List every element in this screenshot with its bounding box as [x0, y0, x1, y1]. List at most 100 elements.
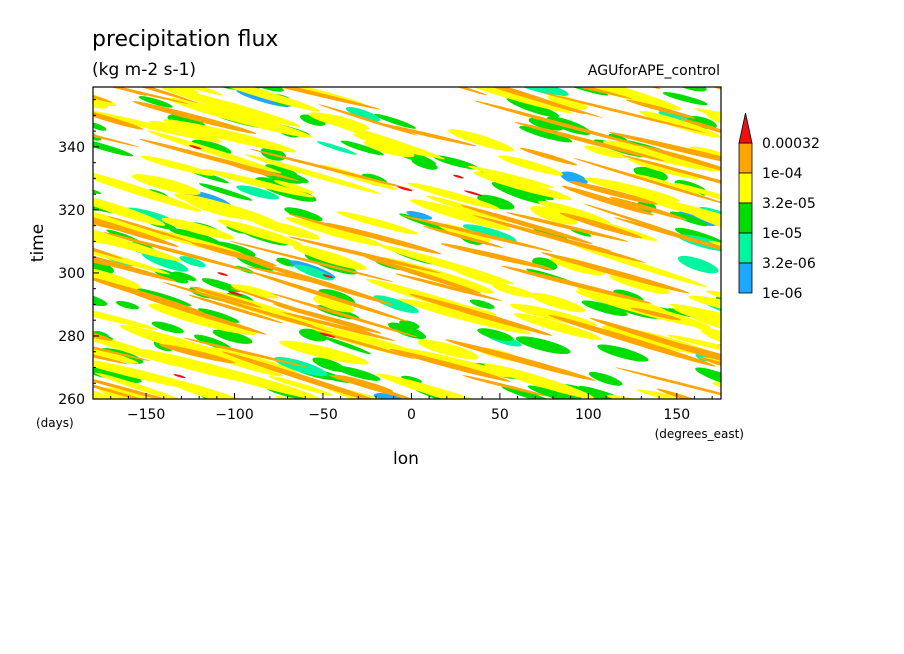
- precip-contour: [93, 215, 151, 253]
- x-tick-label: −100: [215, 407, 253, 423]
- precip-contour: [573, 157, 721, 206]
- precip-contour: [432, 87, 488, 96]
- chart-title: precipitation flux: [92, 27, 278, 52]
- precip-contour: [246, 266, 330, 286]
- precip-contour: [609, 274, 671, 294]
- precip-contour: [173, 374, 186, 379]
- precip-contour: [115, 300, 140, 310]
- precip-contour: [529, 292, 586, 313]
- precip-contour: [626, 99, 696, 119]
- precip-contour: [608, 132, 721, 173]
- precip-contour: [93, 107, 216, 142]
- dataset-name: AGUforAPE_control: [588, 63, 720, 79]
- precip-contour: [217, 219, 303, 247]
- precip-contour: [93, 116, 140, 148]
- precip-contour: [417, 339, 479, 360]
- precip-contour: [613, 217, 721, 266]
- precip-contour: [680, 118, 721, 138]
- precip-contour: [559, 212, 643, 239]
- precip-contour: [473, 215, 646, 263]
- precip-contour: [312, 357, 346, 372]
- precip-contour: [319, 332, 336, 338]
- precip-contour: [132, 174, 201, 195]
- precip-contour: [93, 333, 128, 365]
- precip-contour: [669, 211, 708, 227]
- precip-contour: [460, 205, 593, 245]
- precip-contour: [464, 190, 483, 197]
- precip-contour: [161, 217, 234, 240]
- precip-contour: [373, 295, 419, 314]
- precip-contour: [93, 122, 107, 131]
- precip-contour: [578, 385, 632, 399]
- colorbar-label: 3.2e-06: [762, 256, 816, 272]
- precip-contour: [107, 216, 193, 243]
- precip-contour: [548, 314, 716, 367]
- precip-contour: [695, 367, 721, 388]
- precip-contour: [475, 87, 633, 99]
- precip-contour: [276, 257, 297, 267]
- precip-contour: [621, 154, 721, 202]
- precip-contour: [688, 295, 721, 319]
- precip-contour: [93, 370, 200, 399]
- precip-contour: [714, 344, 721, 361]
- precip-contour: [203, 169, 314, 198]
- precip-contour: [93, 296, 158, 330]
- precip-contour: [700, 329, 721, 346]
- precip-contour: [615, 367, 721, 399]
- precip-contour: [501, 386, 560, 399]
- precip-contour: [477, 194, 515, 210]
- precip-contour: [272, 303, 382, 334]
- precip-contour: [162, 119, 297, 153]
- precip-contour: [228, 291, 243, 296]
- precip-contour: [93, 137, 134, 157]
- precip-contour: [334, 365, 381, 381]
- precip-contour: [474, 100, 648, 148]
- colorbar-label: 1e-06: [762, 286, 802, 302]
- precip-contour: [334, 374, 394, 392]
- precip-contour: [462, 224, 517, 243]
- precip-contour: [694, 108, 721, 134]
- precip-contour: [288, 236, 441, 274]
- precip-contour: [673, 307, 721, 328]
- precip-contour: [221, 351, 391, 399]
- precip-contour: [187, 294, 284, 324]
- precip-contour: [561, 185, 654, 216]
- precip-contour: [268, 375, 333, 396]
- precip-contour: [140, 155, 215, 176]
- colorbar: 0.00032 1e-04 3.2e-05 1e-05 3.2e-06 1e-06: [738, 112, 820, 302]
- precip-contour: [228, 240, 394, 283]
- precip-contour: [448, 129, 514, 152]
- precip-contour: [530, 206, 578, 225]
- plot-area: [92, 68, 722, 400]
- precip-contour: [505, 212, 629, 242]
- precip-contour: [146, 130, 282, 174]
- precip-contour: [316, 331, 415, 359]
- precip-contour: [630, 307, 682, 321]
- precip-contour: [527, 385, 587, 399]
- precip-contour: [312, 295, 355, 313]
- precip-contour: [348, 68, 391, 87]
- y-tick-label: 280: [58, 329, 85, 345]
- precip-contour: [198, 183, 253, 201]
- precip-contour: [399, 320, 420, 330]
- y-axis-label: time: [28, 224, 48, 262]
- precip-contour: [231, 284, 279, 299]
- y-tick-label: 300: [58, 266, 85, 282]
- precip-contour: [197, 308, 240, 323]
- precip-contour: [191, 139, 232, 155]
- precip-contour: [148, 303, 256, 335]
- x-axis: −150 −100 −50 0 50 100 150: [110, 393, 713, 423]
- precip-contour: [288, 213, 372, 238]
- precip-contour: [93, 328, 151, 362]
- precip-contour: [667, 334, 721, 357]
- precip-contour: [244, 154, 381, 194]
- precip-contour: [519, 126, 573, 143]
- precip-contour: [498, 155, 564, 176]
- precip-contour: [540, 92, 706, 133]
- precip-contour: [93, 194, 166, 226]
- precip-contour: [103, 231, 257, 274]
- x-axis-units: (degrees_east): [655, 427, 744, 441]
- precip-contour: [674, 182, 721, 222]
- colorbar-segment: [738, 262, 753, 294]
